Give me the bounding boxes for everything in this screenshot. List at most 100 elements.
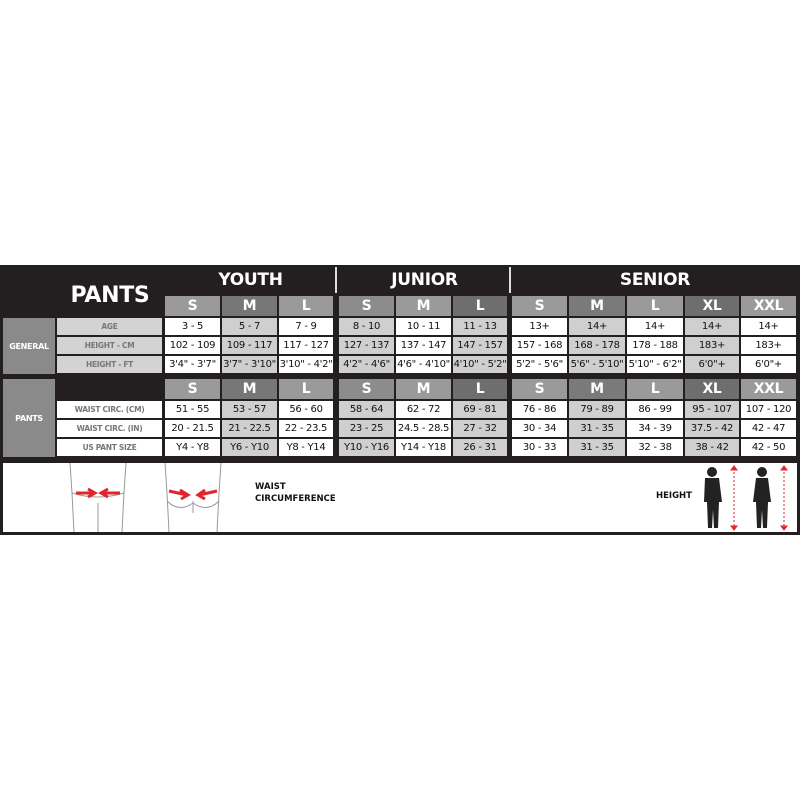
- table-cell: 51 - 55: [165, 401, 220, 418]
- section-label: PANTS: [3, 379, 55, 457]
- table-cell: 53 - 57: [222, 401, 277, 418]
- table-cell: 76 - 86: [512, 401, 567, 418]
- size-header: M: [569, 379, 625, 399]
- table-cell: 58 - 64: [339, 401, 394, 418]
- size-header: M: [396, 379, 451, 399]
- table-cell: Y4 - Y8: [165, 439, 220, 456]
- table-cell: 183+: [685, 337, 739, 354]
- row-label: WAIST CIRC. (IN): [57, 420, 162, 437]
- table-cell: 24.5 - 28.5: [396, 420, 451, 437]
- row-label: HEIGHT - CM: [57, 337, 162, 354]
- table-cell: Y8 - Y14: [279, 439, 333, 456]
- table-cell: 3 - 5: [165, 318, 220, 335]
- table-cell: 22 - 23.5: [279, 420, 333, 437]
- table-cell: 127 - 137: [339, 337, 394, 354]
- waist-legend-label: WAIST CIRCUMFERENCE: [255, 482, 336, 504]
- section-label: GENERAL: [3, 318, 55, 374]
- table-cell: 137 - 147: [396, 337, 451, 354]
- table-cell: 34 - 39: [627, 420, 683, 437]
- table-cell: 5'6" - 5'10": [569, 356, 625, 373]
- table-cell: 20 - 21.5: [165, 420, 220, 437]
- table-cell: 30 - 33: [512, 439, 567, 456]
- title: PANTS: [70, 282, 150, 308]
- table-cell: 4'10" - 5'2": [453, 356, 507, 373]
- size-header: S: [165, 296, 220, 316]
- table-cell: 183+: [741, 337, 796, 354]
- table-cell: 3'10" - 4'2": [279, 356, 333, 373]
- table-cell: 14+: [741, 318, 796, 335]
- table-cell: 5'2" - 5'6": [512, 356, 567, 373]
- table-cell: 42 - 47: [741, 420, 796, 437]
- table-cell: 6'0"+: [685, 356, 739, 373]
- table-cell: 102 - 109: [165, 337, 220, 354]
- size-header: S: [512, 379, 567, 399]
- size-header: M: [222, 379, 277, 399]
- table-cell: 31 - 35: [569, 420, 625, 437]
- table-cell: 32 - 38: [627, 439, 683, 456]
- table-cell: 109 - 117: [222, 337, 277, 354]
- height-figures-icon: [704, 465, 788, 531]
- table-cell: 107 - 120: [741, 401, 796, 418]
- table-cell: 69 - 81: [453, 401, 507, 418]
- table-cell: Y14 - Y18: [396, 439, 451, 456]
- table-cell: 27 - 32: [453, 420, 507, 437]
- table-cell: 42 - 50: [741, 439, 796, 456]
- row-label: AGE: [57, 318, 162, 335]
- table-cell: 62 - 72: [396, 401, 451, 418]
- table-cell: 14+: [685, 318, 739, 335]
- size-header: S: [512, 296, 567, 316]
- table-cell: 26 - 31: [453, 439, 507, 456]
- size-header: XL: [685, 379, 739, 399]
- table-cell: Y10 - Y16: [339, 439, 394, 456]
- table-cell: 5'10" - 6'2": [627, 356, 683, 373]
- size-header: L: [453, 296, 507, 316]
- table-cell: 38 - 42: [685, 439, 739, 456]
- table-cell: 14+: [569, 318, 625, 335]
- measurement-guide: WAIST CIRCUMFERENCE HEIGHT: [3, 463, 797, 532]
- table-cell: 117 - 127: [279, 337, 333, 354]
- size-header: S: [339, 296, 394, 316]
- table-cell: 5 - 7: [222, 318, 277, 335]
- group-header-youth: YOUTH: [218, 270, 283, 290]
- table-cell: 4'6" - 4'10": [396, 356, 451, 373]
- size-header: L: [627, 379, 683, 399]
- table-cell: 6'0"+: [741, 356, 796, 373]
- table-cell: 31 - 35: [569, 439, 625, 456]
- height-legend-label: HEIGHT: [656, 491, 692, 501]
- table-cell: Y6 - Y10: [222, 439, 277, 456]
- table-cell: 86 - 99: [627, 401, 683, 418]
- table-cell: 14+: [627, 318, 683, 335]
- table-cell: 8 - 10: [339, 318, 394, 335]
- size-header: L: [627, 296, 683, 316]
- table-cell: 11 - 13: [453, 318, 507, 335]
- size-header: S: [165, 379, 220, 399]
- table-cell: 21 - 22.5: [222, 420, 277, 437]
- table-cell: 168 - 178: [569, 337, 625, 354]
- table-cell: 30 - 34: [512, 420, 567, 437]
- divider: [335, 267, 337, 293]
- table-cell: 7 - 9: [279, 318, 333, 335]
- waist-figure-back-icon: [164, 463, 222, 532]
- waist-figure-front-icon: [69, 463, 127, 532]
- table-cell: 147 - 157: [453, 337, 507, 354]
- table-cell: 4'2" - 4'6": [339, 356, 394, 373]
- row-label: WAIST CIRC. (CM): [57, 401, 162, 418]
- size-header: L: [279, 296, 333, 316]
- size-header: M: [222, 296, 277, 316]
- table-cell: 37.5 - 42: [685, 420, 739, 437]
- pants-size-chart: PANTS YOUTH JUNIOR SENIOR S M L S M L S M L XL XXL GENE…: [0, 265, 800, 535]
- size-header: M: [396, 296, 451, 316]
- table-cell: 157 - 168: [512, 337, 567, 354]
- size-header: XXL: [741, 296, 796, 316]
- table-cell: 10 - 11: [396, 318, 451, 335]
- table-cell: 3'4" - 3'7": [165, 356, 220, 373]
- table-cell: 23 - 25: [339, 420, 394, 437]
- size-header: L: [279, 379, 333, 399]
- size-header: M: [569, 296, 625, 316]
- size-header: L: [453, 379, 507, 399]
- size-header: XL: [685, 296, 739, 316]
- row-label: US PANT SIZE: [57, 439, 162, 456]
- size-header: S: [339, 379, 394, 399]
- table-cell: 13+: [512, 318, 567, 335]
- table-cell: 79 - 89: [569, 401, 625, 418]
